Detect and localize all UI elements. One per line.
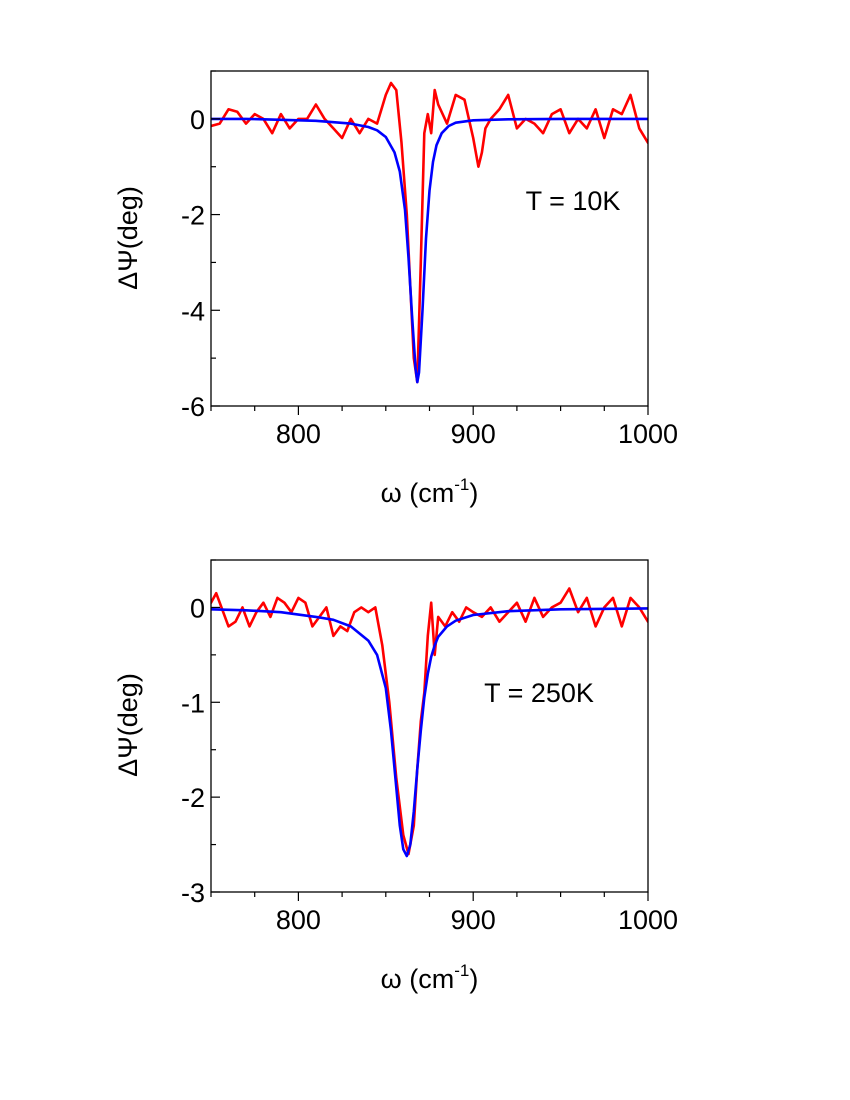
plot-lines bbox=[211, 81, 648, 384]
y-tick-label: -4 bbox=[181, 296, 205, 326]
x-axis-label: ω (cm-1) bbox=[381, 961, 479, 994]
x-axis-label-close: ) bbox=[469, 478, 478, 508]
x-axis-label-close: ) bbox=[469, 964, 478, 994]
x-axis-label-main: ω (cm bbox=[381, 964, 455, 994]
axis-ticks bbox=[210, 559, 649, 901]
x-tick-label: 1000 bbox=[618, 419, 678, 449]
y-tick-label: -2 bbox=[181, 201, 205, 231]
y-tick-label: -1 bbox=[181, 688, 205, 718]
x-axis-label: ω (cm-1) bbox=[381, 475, 479, 508]
x-axis-label-main: ω (cm bbox=[381, 478, 455, 508]
x-axis-label-superscript: -1 bbox=[454, 961, 469, 980]
y-axis-label: ΔΨ(deg) bbox=[113, 186, 143, 290]
x-tick-label: 1000 bbox=[618, 905, 678, 935]
x-tick-label: 900 bbox=[451, 905, 496, 935]
plot-lines bbox=[211, 587, 648, 858]
y-tick-label: 0 bbox=[190, 105, 205, 135]
tick-labels: 800 900 1000 0 -1 -2 -3 bbox=[181, 593, 678, 935]
x-tick-label: 800 bbox=[276, 905, 321, 935]
tick-labels: 800 900 1000 0 -2 -4 -6 bbox=[181, 105, 678, 449]
fit-series-line bbox=[211, 607, 648, 858]
y-tick-label: 0 bbox=[190, 593, 205, 623]
data-series-line bbox=[211, 587, 648, 856]
temperature-annotation: T = 10K bbox=[526, 186, 621, 216]
chart-panel-10k: 800 900 1000 0 -2 -4 -6 T = 10K ω (cm-1) ΔΨ(de… bbox=[113, 70, 678, 508]
fit-series-line bbox=[211, 117, 648, 384]
y-tick-label: -3 bbox=[181, 878, 205, 908]
x-tick-label: 900 bbox=[451, 419, 496, 449]
axis-ticks bbox=[210, 70, 649, 415]
x-tick-label: 800 bbox=[276, 419, 321, 449]
x-axis-label-superscript: -1 bbox=[454, 475, 469, 494]
temperature-annotation: T = 250K bbox=[484, 678, 594, 708]
data-series-line bbox=[211, 81, 648, 384]
y-tick-label: -6 bbox=[181, 392, 205, 422]
y-tick-label: -2 bbox=[181, 783, 205, 813]
y-axis-label: ΔΨ(deg) bbox=[113, 673, 143, 777]
